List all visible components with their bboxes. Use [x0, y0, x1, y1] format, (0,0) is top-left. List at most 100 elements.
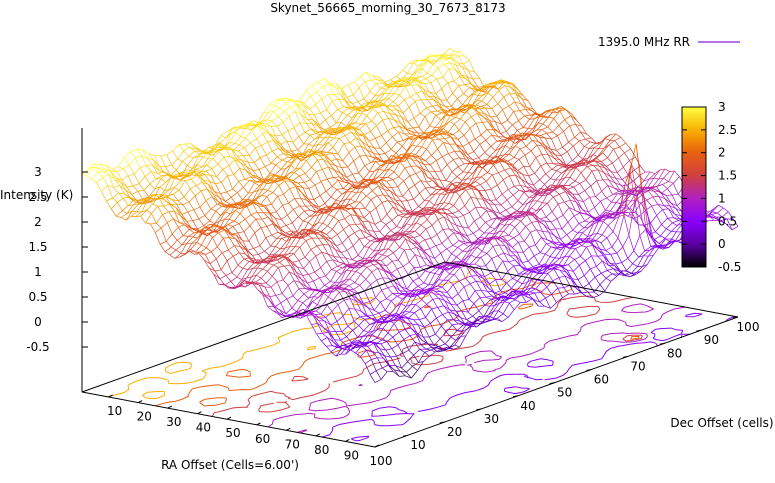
mesh-segment [639, 171, 646, 177]
mesh-segment [423, 164, 430, 172]
mesh-segment [396, 153, 402, 158]
mesh-segment [391, 187, 397, 196]
mesh-segment [533, 255, 540, 265]
mesh-segment [517, 127, 524, 131]
mesh-segment [671, 231, 677, 233]
mesh-segment [326, 345, 333, 347]
mesh-segment [635, 190, 642, 196]
mesh-segment [559, 191, 566, 195]
mesh-segment [523, 127, 529, 129]
mesh-segment [448, 228, 455, 233]
mesh-segment [436, 288, 442, 293]
mesh-segment [632, 256, 639, 264]
mesh-segment [535, 281, 543, 290]
mesh-segment [403, 155, 410, 159]
mesh-segment [641, 190, 649, 196]
mesh-segment [466, 315, 473, 321]
mesh-segment [557, 164, 564, 166]
mesh-segment [442, 314, 448, 321]
mesh-segment [349, 223, 356, 226]
mesh-segment [495, 147, 501, 151]
mesh-segment [594, 207, 600, 217]
mesh-segment [413, 267, 420, 279]
mesh-segment [416, 288, 424, 297]
mesh-segment [409, 261, 415, 268]
mesh-segment [467, 172, 473, 174]
mesh-segment [485, 219, 492, 223]
mesh-segment [589, 147, 595, 149]
mesh-segment [409, 335, 416, 343]
mesh-segment [509, 175, 515, 187]
mesh-segment [464, 84, 470, 88]
mesh-segment [541, 129, 547, 134]
mesh-segment [410, 246, 417, 250]
mesh-segment [712, 211, 718, 214]
mesh-segment [550, 148, 557, 151]
mesh-segment [605, 201, 612, 211]
mesh-segment [353, 155, 361, 162]
mesh-segment [482, 92, 489, 96]
mesh-segment [535, 157, 542, 167]
mesh-segment [490, 272, 496, 280]
mesh-segment [473, 303, 480, 311]
mesh-segment [660, 235, 666, 239]
mesh-segment [560, 243, 568, 251]
mesh-segment [407, 62, 414, 74]
mesh-segment [656, 186, 662, 194]
mesh-segment [459, 189, 467, 197]
mesh-segment [537, 116, 545, 124]
mesh-segment [463, 286, 470, 300]
mesh-segment [490, 217, 497, 228]
mesh-segment [662, 247, 670, 250]
mesh-segment [505, 288, 512, 294]
mesh-segment [417, 282, 425, 287]
mesh-segment [526, 128, 534, 134]
mesh-segment [560, 177, 566, 181]
mesh-segment [506, 242, 513, 248]
mesh-segment [354, 146, 361, 157]
mesh-segment [425, 187, 431, 196]
mesh-segment [444, 58, 451, 64]
mesh-segment [374, 220, 382, 225]
mesh-segment [476, 121, 483, 124]
mesh-segment [528, 246, 535, 256]
mesh-segment [429, 91, 436, 94]
mesh-segment [451, 166, 459, 173]
mesh-segment [589, 268, 596, 278]
mesh-segment [436, 78, 443, 89]
mesh-segment [476, 280, 483, 283]
mesh-segment [575, 248, 581, 257]
mesh-segment [513, 185, 520, 191]
mesh-segment [348, 307, 356, 310]
mesh-segment [483, 314, 489, 318]
mesh-segment [546, 132, 552, 140]
mesh-segment [441, 325, 447, 333]
mesh-segment [463, 171, 468, 173]
mesh-segment [463, 87, 470, 95]
mesh-segment [370, 284, 376, 298]
mesh-segment [388, 277, 395, 283]
mesh-segment [355, 345, 362, 354]
mesh-segment [402, 216, 408, 219]
mesh-segment [461, 149, 468, 155]
mesh-segment [396, 195, 402, 202]
mesh-segment [545, 173, 551, 179]
mesh-segment [569, 243, 575, 249]
mesh-segment [398, 210, 405, 215]
mesh-segment [567, 186, 574, 190]
mesh-segment [486, 210, 493, 213]
mesh-segment [533, 266, 540, 272]
mesh-segment [496, 115, 502, 125]
mesh-segment [415, 170, 423, 175]
mesh-segment [525, 108, 532, 111]
mesh-segment [552, 277, 559, 282]
mesh-segment [588, 238, 595, 246]
mesh-segment [457, 243, 464, 248]
mesh-segment [454, 266, 461, 275]
mesh-segment [437, 202, 445, 210]
mesh-segment [476, 167, 483, 178]
mesh-segment [421, 256, 428, 260]
mesh-segment [526, 186, 532, 193]
mesh-segment [384, 189, 390, 197]
mesh-segment [484, 146, 492, 153]
